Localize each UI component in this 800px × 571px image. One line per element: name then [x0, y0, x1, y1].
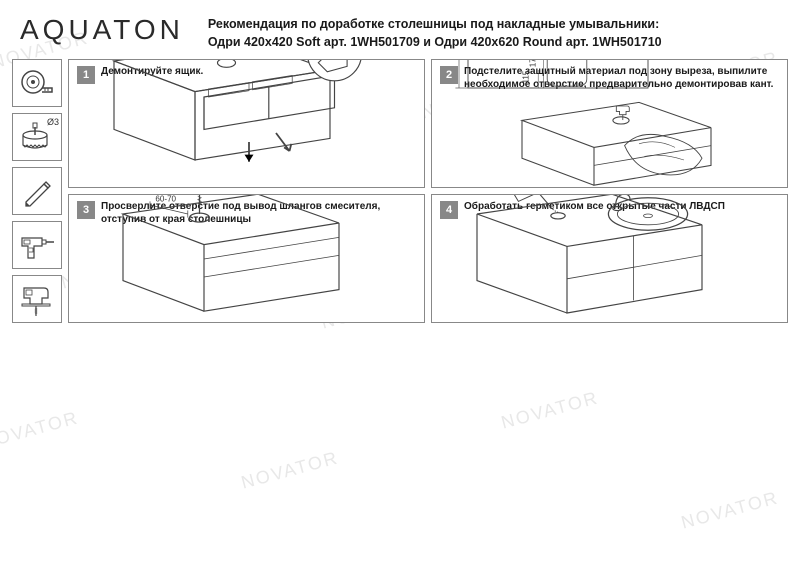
- brand-logo: AQUATON: [20, 14, 184, 46]
- hole-saw-icon: Ø35: [15, 115, 59, 159]
- header: AQUATON Рекомендация по доработке столеш…: [0, 0, 800, 59]
- step-3-illustration: 60-70: [69, 194, 375, 322]
- steps-grid: 1 Демонтируйте ящик.: [68, 59, 788, 323]
- dim-a: 115: [521, 70, 530, 83]
- watermark: NOVATOR: [679, 487, 781, 533]
- step-4: 4 Обработать герметиком все открытые час…: [431, 194, 788, 323]
- tape-measure-icon: [18, 64, 56, 102]
- jigsaw-icon: [16, 278, 58, 320]
- tool-drill: [12, 221, 62, 269]
- watermark: NOVATOR: [499, 387, 601, 433]
- tool-pencil: [12, 167, 62, 215]
- watermark: NOVATOR: [0, 407, 81, 453]
- tool-hole-saw: Ø35: [12, 113, 62, 161]
- dim-offset: 60-70: [155, 194, 176, 203]
- step-4-illustration: [432, 194, 738, 322]
- header-line2: Одри 420x420 Soft арт. 1WH501709 и Одри …: [208, 34, 662, 52]
- step-2: 2 Подстелите защитный материал под зону …: [431, 59, 788, 188]
- pencil-icon: [18, 172, 56, 210]
- step-1-illustration: [69, 59, 375, 187]
- header-title: Рекомендация по доработке столешницы под…: [208, 14, 662, 51]
- drill-icon: [16, 224, 58, 266]
- header-line1: Рекомендация по доработке столешницы под…: [208, 16, 662, 34]
- tool-tape-measure: [12, 59, 62, 107]
- watermark: NOVATOR: [239, 447, 341, 493]
- dim-b: 173: [529, 59, 538, 67]
- tool-jigsaw: [12, 275, 62, 323]
- hole-saw-dia: Ø35: [47, 117, 59, 127]
- tools-column: Ø35: [12, 59, 62, 323]
- step-2-illustration: 1053 / 853 454 115 173 160 120: [432, 59, 738, 187]
- step-3: 3 Просверлите отверстие под вывод шланго…: [68, 194, 425, 323]
- step-1: 1 Демонтируйте ящик.: [68, 59, 425, 188]
